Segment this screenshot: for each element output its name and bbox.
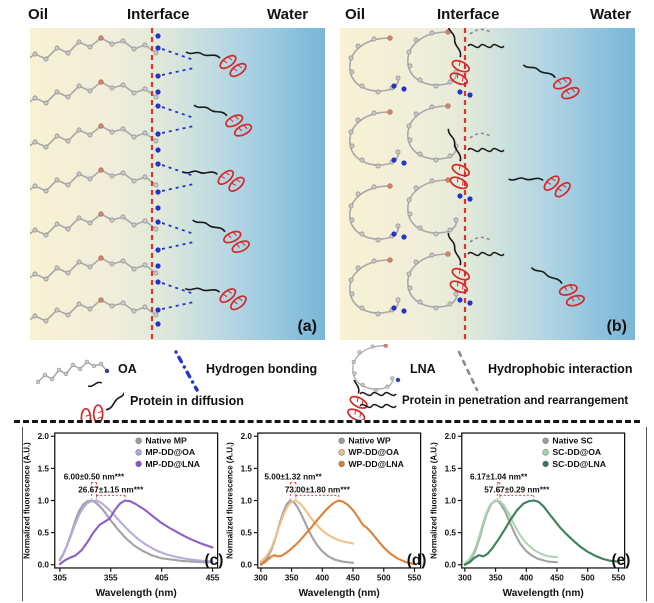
- svg-text:1.5: 1.5: [241, 464, 253, 473]
- panel-a-art: (a): [30, 28, 325, 340]
- svg-text:5.00±1.32 nm**: 5.00±1.32 nm**: [265, 473, 323, 482]
- oil-header: Oil: [345, 6, 366, 23]
- svg-text:0.0: 0.0: [38, 561, 50, 570]
- svg-text:0.5: 0.5: [444, 529, 456, 538]
- chart-c: 305 355 405 455 0.0 0.5 1.0 1.5 2.0 Wavelength (n…: [22, 425, 225, 603]
- svg-text:1.0: 1.0: [444, 496, 456, 505]
- svg-text:450: 450: [347, 573, 361, 582]
- interface-header: Interface: [437, 6, 500, 23]
- svg-text:2.0: 2.0: [241, 432, 253, 441]
- svg-text:350: 350: [285, 573, 299, 582]
- svg-text:MP-DD@OA: MP-DD@OA: [145, 447, 196, 457]
- svg-text:2.0: 2.0: [38, 432, 50, 441]
- svg-text:400: 400: [519, 573, 533, 582]
- panel-b: Oil Interface Water: [327, 0, 654, 342]
- chart-band-left-border: [22, 427, 23, 601]
- svg-text:73.00±1.80 nm***: 73.00±1.80 nm***: [285, 485, 351, 494]
- panel-b-label: (b): [606, 318, 627, 335]
- svg-text:MP-DD@LNA: MP-DD@LNA: [145, 459, 200, 469]
- svg-text:Wavelength (nm): Wavelength (nm): [502, 588, 583, 599]
- water-header: Water: [590, 6, 632, 23]
- chart-d: 300 350 400 450 500 550 0.0 0.5 1.0 1.5 2.0 Wavelen…: [225, 425, 428, 603]
- svg-text:405: 405: [155, 573, 169, 582]
- svg-text:1.0: 1.0: [241, 496, 253, 505]
- svg-text:Normalized fluorescence (A.U.): Normalized fluorescence (A.U.): [429, 442, 438, 559]
- hydrophobic-interaction-icon: [457, 350, 479, 392]
- legend-band: OA Hydrogen bonding Protein in diffusion…: [0, 342, 654, 422]
- hydrogen-bond-lines: [161, 48, 195, 310]
- svg-text:305: 305: [53, 573, 67, 582]
- svg-text:355: 355: [104, 573, 118, 582]
- svg-text:WP-DD@LNA: WP-DD@LNA: [349, 459, 405, 469]
- svg-text:6.00±0.50 nm***: 6.00±0.50 nm***: [64, 473, 125, 482]
- panel-a: Oil Interface Water: [0, 0, 327, 342]
- svg-text:455: 455: [206, 573, 220, 582]
- lna-chain-layer: [348, 28, 459, 317]
- svg-text:450: 450: [550, 573, 564, 582]
- legend-protein-diffusion-label: Protein in diffusion: [130, 394, 244, 408]
- svg-text:Native SC: Native SC: [552, 436, 593, 446]
- svg-text:300: 300: [254, 573, 268, 582]
- svg-text:1.0: 1.0: [38, 496, 50, 505]
- legend-hydrogen-label: Hydrogen bonding: [206, 362, 318, 376]
- svg-text:0.5: 0.5: [241, 529, 253, 538]
- chart-e: 300 350 400 450 500 550 0.0 0.5 1.0 1.5 2.0 Wavelen…: [429, 425, 632, 603]
- panel-b-art: (b): [340, 28, 635, 340]
- svg-text:Native WP: Native WP: [349, 436, 392, 446]
- panel-b-illustration: [348, 28, 592, 340]
- oa-chain-icon: [36, 359, 110, 385]
- svg-text:Wavelength (nm): Wavelength (nm): [96, 588, 177, 599]
- penetrating-proteins: [424, 28, 505, 301]
- svg-text:SC-DD@LNA: SC-DD@LNA: [552, 459, 606, 469]
- interface-header: Interface: [127, 6, 190, 23]
- hydrogen-bond-icon: [174, 350, 199, 392]
- svg-text:500: 500: [581, 573, 595, 582]
- svg-text:350: 350: [488, 573, 502, 582]
- svg-text:2.0: 2.0: [444, 432, 456, 441]
- svg-text:Wavelength (nm): Wavelength (nm): [299, 588, 380, 599]
- lna-chain-icon: [351, 344, 401, 393]
- free-proteins: [507, 63, 592, 313]
- panel-a-illustration: [30, 28, 257, 340]
- svg-text:6.17±1.04 nm**: 6.17±1.04 nm**: [470, 473, 528, 482]
- svg-text:1.5: 1.5: [38, 464, 50, 473]
- svg-text:(c): (c): [205, 552, 224, 569]
- svg-text:400: 400: [316, 573, 330, 582]
- svg-text:0.0: 0.0: [444, 561, 456, 570]
- svg-text:26.67±1.15 nm***: 26.67±1.15 nm***: [78, 485, 144, 494]
- diffusing-proteins: [182, 51, 257, 317]
- hydrogen-bond-dots: [155, 33, 161, 327]
- svg-text:550: 550: [611, 573, 625, 582]
- svg-text:Normalized fluorescence (A.U.): Normalized fluorescence (A.U.): [23, 442, 32, 559]
- svg-text:300: 300: [458, 573, 472, 582]
- svg-text:(e): (e): [611, 552, 630, 569]
- svg-text:0.0: 0.0: [241, 561, 253, 570]
- svg-text:0.5: 0.5: [38, 529, 50, 538]
- svg-text:57.67±0.29 nm***: 57.67±0.29 nm***: [484, 485, 550, 494]
- chart-band-right-border: [646, 427, 647, 601]
- svg-text:Native MP: Native MP: [145, 436, 187, 446]
- svg-text:1.5: 1.5: [444, 464, 456, 473]
- protein-penetration-icon: [344, 380, 397, 420]
- water-header: Water: [267, 6, 309, 23]
- svg-text:SC-DD@OA: SC-DD@OA: [552, 447, 602, 457]
- svg-text:550: 550: [408, 573, 422, 582]
- spectra-charts: 305 355 405 455 0.0 0.5 1.0 1.5 2.0 Wavelength (n…: [22, 425, 632, 603]
- oil-header: Oil: [28, 6, 49, 23]
- panel-a-label: (a): [297, 318, 317, 335]
- protein-diffusion-icon: [72, 380, 124, 422]
- svg-text:WP-DD@OA: WP-DD@OA: [349, 447, 401, 457]
- svg-text:500: 500: [377, 573, 391, 582]
- oa-chain-layer: [30, 34, 159, 327]
- svg-text:(d): (d): [407, 552, 427, 569]
- legend-lna-label: LNA: [410, 362, 436, 376]
- legend-oa-label: OA: [118, 362, 137, 376]
- dashed-separator: [14, 420, 640, 423]
- svg-text:Normalized fluorescence (A.U.): Normalized fluorescence (A.U.): [226, 442, 235, 559]
- legend-protein-penetration-label: Protein in penetration and rearrangement: [402, 395, 629, 407]
- legend-hydrophobic-label: Hydrophobic interaction: [488, 362, 633, 376]
